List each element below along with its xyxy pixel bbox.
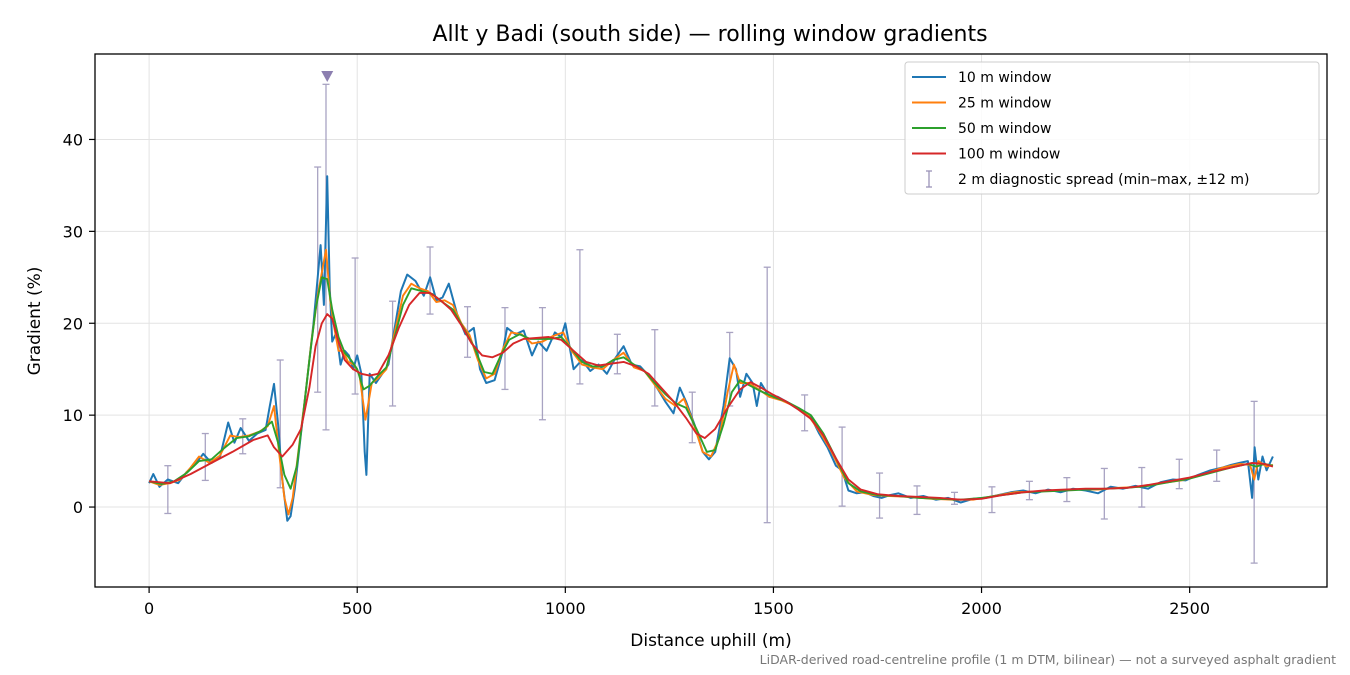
legend-label: 10 m window: [958, 70, 1051, 86]
spread-bar: [389, 300, 397, 407]
legend-label: 50 m window: [958, 121, 1051, 137]
spread-bar: [988, 486, 996, 514]
spread-bar: [1213, 449, 1221, 482]
legend-label: 2 m diagnostic spread (min–max, ±12 m): [958, 172, 1249, 188]
peak-marker: [321, 70, 334, 82]
spread-bar: [1250, 400, 1258, 564]
legend: 10 m window 25 m window 50 m window 100 m w…: [904, 61, 1320, 195]
spread-bar: [1025, 480, 1033, 501]
y-tick-label: 10: [63, 406, 83, 425]
spread-bar: [913, 485, 921, 516]
x-tick-label: 0: [144, 599, 154, 618]
x-tick-label: 500: [342, 599, 373, 618]
x-tick-label: 1500: [753, 599, 794, 618]
y-axis-ticks: 0 10 20 30 40: [63, 130, 95, 517]
x-tick-label: 2500: [1169, 599, 1210, 618]
plot-frame: [94, 53, 1328, 588]
y-axis-label: Gradient (%): [25, 267, 45, 376]
footnote: LiDAR-derived road-centreline profile (1…: [760, 652, 1336, 667]
series-line-4: [149, 291, 1274, 501]
series-lines: [148, 175, 1274, 522]
spread-bar: [1175, 458, 1183, 490]
x-axis-label: Distance uphill (m): [630, 631, 791, 651]
legend-label: 100 m window: [958, 147, 1060, 163]
legend-box: [904, 61, 1320, 195]
spread-bar: [164, 465, 172, 515]
chart-title: Allt y Badi (south side) — rolling windo…: [432, 22, 987, 47]
y-tick-label: 30: [63, 222, 83, 241]
x-axis-ticks: 0 500 1000 1500 2000 2500: [144, 587, 1210, 618]
spread-bar: [538, 306, 546, 421]
x-tick-label: 1000: [545, 599, 586, 618]
spread-bar: [838, 426, 846, 507]
legend-swatch-errorbar: [926, 170, 932, 188]
y-tick-label: 0: [73, 498, 83, 517]
y-tick-label: 40: [63, 130, 83, 149]
x-tick-label: 2000: [961, 599, 1002, 618]
spread-bar: [651, 329, 659, 407]
y-tick-label: 20: [63, 314, 83, 333]
spread-bar: [1100, 467, 1108, 520]
legend-label: 25 m window: [958, 96, 1051, 112]
peak-triangle-marker: [321, 70, 334, 82]
